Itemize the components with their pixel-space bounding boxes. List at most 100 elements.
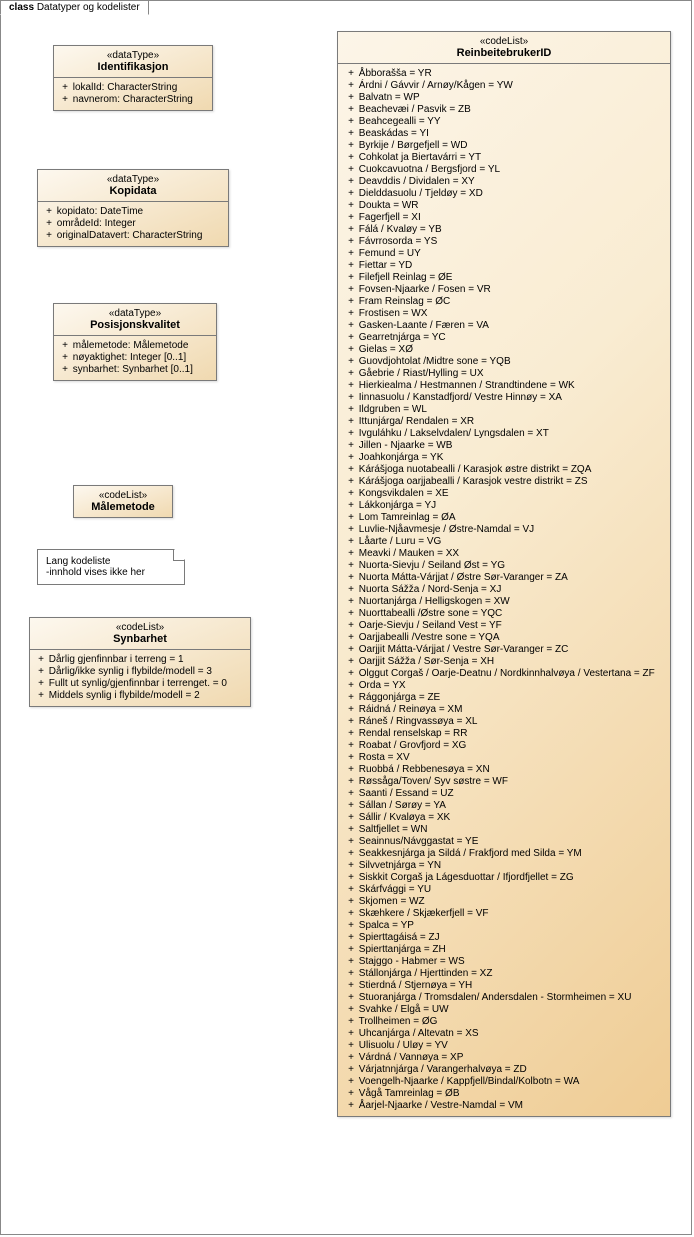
attribute: + Silvvetnjárga = YN: [346, 860, 662, 872]
stereotype: «dataType»: [60, 50, 206, 61]
attribute: + Trollheimen = ØG: [346, 1016, 662, 1028]
attribute: + navnerom: CharacterString: [60, 94, 206, 106]
attribute: + Árdni / Gávvir / Arnøy/Kågen = YW: [346, 80, 662, 92]
box-header: «codeList» ReinbeitebrukerID: [338, 32, 670, 64]
attribute: + Saanti / Essand = UZ: [346, 788, 662, 800]
codelist-reinbeitebrukerid: «codeList» ReinbeitebrukerID + Åbborašša…: [337, 31, 671, 1117]
box-body: + målemetode: Målemetode+ nøyaktighet: I…: [54, 336, 216, 380]
attribute: + Rággonjárga = ZE: [346, 692, 662, 704]
box-body: + kopidato: DateTime+ områdeId: Integer+…: [38, 202, 228, 246]
attribute: + synbarhet: Synbarhet [0..1]: [60, 364, 210, 376]
datatype-identifikasjon: «dataType» Identifikasjon + lokalId: Cha…: [53, 45, 213, 111]
attribute: + Orda = YX: [346, 680, 662, 692]
attribute: + Fram Reinslag = ØC: [346, 296, 662, 308]
attribute: + Nuortanjárga / Helligskogen = XW: [346, 596, 662, 608]
attribute: + Gasken-Laante / Færen = VA: [346, 320, 662, 332]
attribute: + Oarje-Sievju / Seiland Vest = YF: [346, 620, 662, 632]
attribute: + Doukta = WR: [346, 200, 662, 212]
attribute: + Dårlig gjenfinnbar i terreng = 1: [36, 654, 244, 666]
attribute: + Saltfjellet = WN: [346, 824, 662, 836]
attribute: + Jillen - Njaarke = WB: [346, 440, 662, 452]
box-body: + Dårlig gjenfinnbar i terreng = 1+ Dårl…: [30, 650, 250, 706]
attribute: + Rosta = XV: [346, 752, 662, 764]
attribute: + Kongsvikdalen = XE: [346, 488, 662, 500]
note: Lang kodeliste-innhold vises ikke her: [37, 549, 185, 585]
attribute: + Stállonjárga / Hjerttinden = XZ: [346, 968, 662, 980]
attribute: + Fullt ut synlig/gjenfinnbar i terrenge…: [36, 678, 244, 690]
attribute: + Stajggo - Habmer = WS: [346, 956, 662, 968]
attribute: + Spierttagáisá = ZJ: [346, 932, 662, 944]
attribute: + Ulisuolu / Uløy = YV: [346, 1040, 662, 1052]
attribute: + Sállan / Sørøy = YA: [346, 800, 662, 812]
attribute: + Middels synlig i flybilde/modell = 2: [36, 690, 244, 702]
attribute: + Dielddasuolu / Tjeldøy = XD: [346, 188, 662, 200]
stereotype: «dataType»: [44, 174, 222, 185]
attribute: + Vågå Tamreinlag = ØB: [346, 1088, 662, 1100]
class-name: Synbarhet: [36, 633, 244, 645]
attribute: + Meavki / Mauken = XX: [346, 548, 662, 560]
attribute: + nøyaktighet: Integer [0..1]: [60, 352, 210, 364]
box-header: «dataType» Identifikasjon: [54, 46, 212, 78]
class-name: ReinbeitebrukerID: [344, 47, 664, 59]
stereotype: «codeList»: [80, 490, 166, 501]
note-line: -innhold vises ikke her: [46, 567, 176, 578]
attribute: + Várjatnnjárga / Varangerhalvøya = ZD: [346, 1064, 662, 1076]
attribute: + Ráneš / Ringvassøya = XL: [346, 716, 662, 728]
attribute: + Gåebrie / Riast/Hylling = UX: [346, 368, 662, 380]
attribute: + Seainnus/Návggastat = YE: [346, 836, 662, 848]
attribute: + Fagerfjell = XI: [346, 212, 662, 224]
attribute: + originalDatavert: CharacterString: [44, 230, 222, 242]
box-body: + lokalId: CharacterString+ navnerom: Ch…: [54, 78, 212, 110]
attribute: + Frostisen = WX: [346, 308, 662, 320]
attribute: + Spalca = YP: [346, 920, 662, 932]
attribute: + Stierdná / Stjernøya = YH: [346, 980, 662, 992]
attribute: + Fálá / Kvaløy = YB: [346, 224, 662, 236]
attribute: + Lákkonjárga = YJ: [346, 500, 662, 512]
stereotype: «codeList»: [36, 622, 244, 633]
datatype-kopidata: «dataType» Kopidata + kopidato: DateTime…: [37, 169, 229, 247]
attribute: + Skárfvággi = YU: [346, 884, 662, 896]
attribute: + Stuoranjárga / Tromsdalen/ Andersdalen…: [346, 992, 662, 1004]
attribute: + Nuorttabealli /Østre sone = YQC: [346, 608, 662, 620]
attribute: + Beachevæi / Pasvik = ZB: [346, 104, 662, 116]
attribute: + Deavddis / Dividalen = XY: [346, 176, 662, 188]
attribute: + Kárášjoga nuotabealli / Karasjok østre…: [346, 464, 662, 476]
attribute: + Åbborašša = YR: [346, 68, 662, 80]
attribute: + Lom Tamreinlag = ØA: [346, 512, 662, 524]
codelist-malemetode: «codeList» Målemetode: [73, 485, 173, 518]
attribute: + Ildgruben = WL: [346, 404, 662, 416]
attribute: + Fiettar = YD: [346, 260, 662, 272]
attribute: + Filefjell Reinlag = ØE: [346, 272, 662, 284]
attribute: + Ittunjárga/ Rendalen = XR: [346, 416, 662, 428]
attribute: + Seakkesnjárga ja Sildá / Frakfjord med…: [346, 848, 662, 860]
attribute: + Dårlig/ikke synlig i flybilde/modell =…: [36, 666, 244, 678]
note-line: Lang kodeliste: [46, 556, 176, 567]
attribute: + Beaskádas = YI: [346, 128, 662, 140]
attribute: + Skjomen = WZ: [346, 896, 662, 908]
box-body: + Åbborašša = YR+ Árdni / Gávvir / Arnøy…: [338, 64, 670, 1116]
codelist-synbarhet: «codeList» Synbarhet + Dårlig gjenfinnba…: [29, 617, 251, 707]
attribute: + områdeId: Integer: [44, 218, 222, 230]
attribute: + Joahkonjárga = YK: [346, 452, 662, 464]
attribute: + Oarjjit Sážža / Sør-Senja = XH: [346, 656, 662, 668]
class-name: Posisjonskvalitet: [60, 319, 210, 331]
attribute: + Skæhkere / Skjækerfjell = VF: [346, 908, 662, 920]
attribute: + Ruobbá / Rebbenesøya = XN: [346, 764, 662, 776]
class-diagram: class Datatyper og kodelister «dataType»…: [0, 0, 692, 1235]
attribute: + Iinnasuolu / Kanstadfjord/ Vestre Hinn…: [346, 392, 662, 404]
attribute: + Oarjjit Mátta-Várjjat / Vestre Sør-Var…: [346, 644, 662, 656]
box-header: «codeList» Målemetode: [74, 486, 172, 517]
attribute: + Guovdjohtolat /Midtre sone = YQB: [346, 356, 662, 368]
attribute: + Ráidná / Reinøya = XM: [346, 704, 662, 716]
diagram-title-tab: class Datatyper og kodelister: [0, 0, 149, 15]
attribute: + Cohkolat ja Biertavárri = YT: [346, 152, 662, 164]
attribute: + Fávrrosorda = YS: [346, 236, 662, 248]
class-name: Målemetode: [80, 501, 166, 513]
attribute: + Hierkiealma / Hestmannen / Strandtinde…: [346, 380, 662, 392]
attribute: + Várdná / Vannøya = XP: [346, 1052, 662, 1064]
attribute: + Voengelh-Njaarke / Kappfjell/Bindal/Ko…: [346, 1076, 662, 1088]
attribute: + Rendal renselskap = RR: [346, 728, 662, 740]
attribute: + Låarte / Luru = VG: [346, 536, 662, 548]
attribute: + Røssåga/Toven/ Syv søstre = WF: [346, 776, 662, 788]
attribute: + Fovsen-Njaarke / Fosen = VR: [346, 284, 662, 296]
